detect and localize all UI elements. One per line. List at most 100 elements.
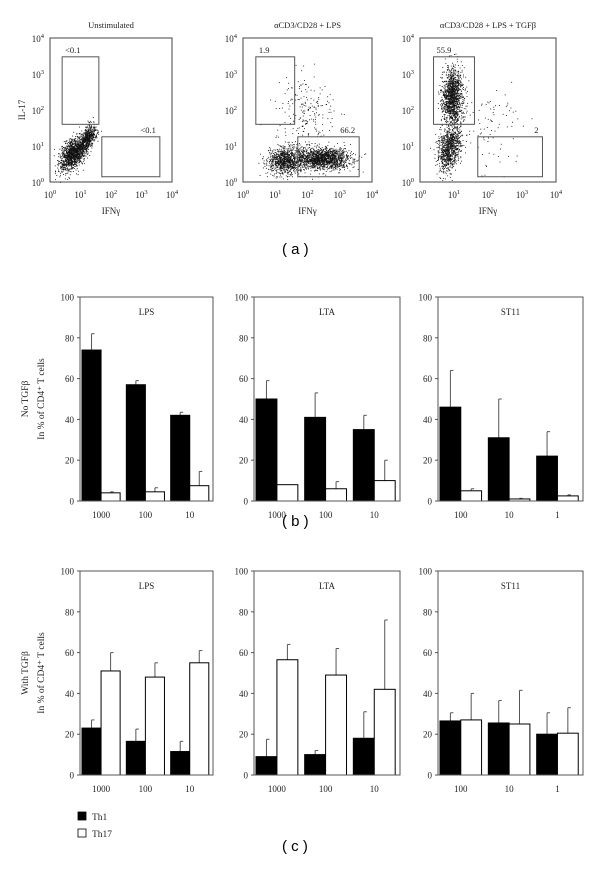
- y-tick-label: 102: [32, 105, 44, 116]
- event-dot: [294, 159, 295, 161]
- event-dot: [292, 158, 294, 159]
- event-dot: [345, 158, 347, 160]
- event-dot: [78, 159, 79, 161]
- event-dot: [59, 176, 61, 178]
- event-dot: [80, 145, 82, 146]
- event-dot: [272, 167, 274, 169]
- event-dot: [299, 148, 301, 149]
- event-dot: [332, 160, 333, 161]
- event-dot: [62, 150, 64, 152]
- event-dot: [89, 138, 91, 140]
- event-dot: [88, 148, 89, 150]
- event-dot: [71, 141, 72, 143]
- event-dot: [309, 156, 311, 158]
- event-dot: [62, 163, 63, 165]
- event-dot: [89, 142, 90, 143]
- event-dot: [357, 169, 359, 170]
- event-dot: [312, 111, 314, 112]
- event-dot: [88, 132, 89, 134]
- event-dot: [67, 168, 69, 170]
- event-dot: [81, 151, 82, 153]
- event-dot: [279, 148, 281, 150]
- event-dot: [443, 110, 444, 112]
- event-dot: [314, 157, 316, 159]
- event-dot: [54, 165, 56, 167]
- event-dot: [284, 151, 286, 153]
- event-dot: [68, 145, 70, 147]
- event-dot: [272, 155, 274, 156]
- event-dot: [348, 158, 349, 160]
- event-dot: [316, 145, 318, 147]
- event-dot: [331, 151, 332, 152]
- event-dot: [285, 163, 286, 165]
- event-dot: [86, 127, 88, 129]
- event-dot: [285, 156, 287, 158]
- event-dot: [72, 153, 74, 155]
- event-dot: [341, 152, 343, 154]
- event-dot: [287, 149, 289, 151]
- event-dot: [73, 144, 75, 146]
- event-dot: [90, 137, 92, 139]
- event-dot: [288, 159, 290, 161]
- event-dot: [461, 93, 463, 95]
- event-dot: [287, 161, 289, 163]
- event-dot: [343, 155, 345, 157]
- event-dot: [295, 94, 296, 95]
- event-dot: [81, 141, 83, 143]
- event-dot: [92, 137, 94, 139]
- event-dot: [63, 153, 64, 155]
- event-dot: [87, 142, 89, 143]
- event-dot: [93, 130, 95, 131]
- event-dot: [88, 138, 90, 140]
- event-dot: [90, 140, 92, 141]
- event-dot: [293, 113, 294, 115]
- event-dot: [79, 159, 81, 160]
- event-dot: [82, 153, 84, 154]
- event-dot: [286, 167, 288, 169]
- event-dot: [298, 150, 300, 151]
- event-dot: [280, 157, 282, 158]
- event-dot: [91, 132, 93, 134]
- event-dot: [337, 159, 338, 161]
- event-dot: [271, 166, 273, 168]
- event-dot: [88, 144, 90, 145]
- event-dot: [96, 129, 97, 131]
- event-dot: [318, 150, 319, 152]
- event-dot: [74, 148, 75, 150]
- event-dot: [298, 173, 300, 175]
- event-dot: [336, 163, 337, 165]
- event-dot: [77, 148, 79, 149]
- event-dot: [444, 104, 445, 106]
- event-dot: [319, 149, 321, 151]
- event-dot: [448, 106, 450, 108]
- event-dot: [280, 169, 282, 171]
- event-dot: [328, 168, 330, 170]
- event-dot: [345, 159, 346, 161]
- event-dot: [312, 157, 313, 158]
- event-dot: [357, 160, 358, 162]
- event-dot: [453, 84, 455, 86]
- gate-1: [61, 56, 100, 125]
- event-dot: [282, 160, 284, 162]
- event-dot: [310, 149, 311, 151]
- event-dot: [284, 111, 286, 113]
- event-dot: [303, 151, 304, 153]
- event-dot: [287, 141, 289, 143]
- event-dot: [460, 97, 462, 99]
- event-dot: [61, 166, 63, 168]
- event-dot: [66, 140, 68, 141]
- event-dot: [316, 155, 318, 157]
- event-dot: [281, 171, 283, 173]
- event-dot: [271, 158, 273, 160]
- event-dot: [290, 118, 292, 119]
- event-dot: [266, 162, 268, 164]
- event-dot: [291, 155, 293, 157]
- event-dot: [75, 159, 77, 161]
- event-dot: [276, 158, 277, 160]
- event-dot: [66, 157, 68, 159]
- event-dot: [331, 170, 332, 172]
- event-dot: [336, 164, 338, 166]
- event-dot: [462, 84, 464, 86]
- event-dot: [71, 156, 73, 157]
- event-dot: [350, 144, 351, 145]
